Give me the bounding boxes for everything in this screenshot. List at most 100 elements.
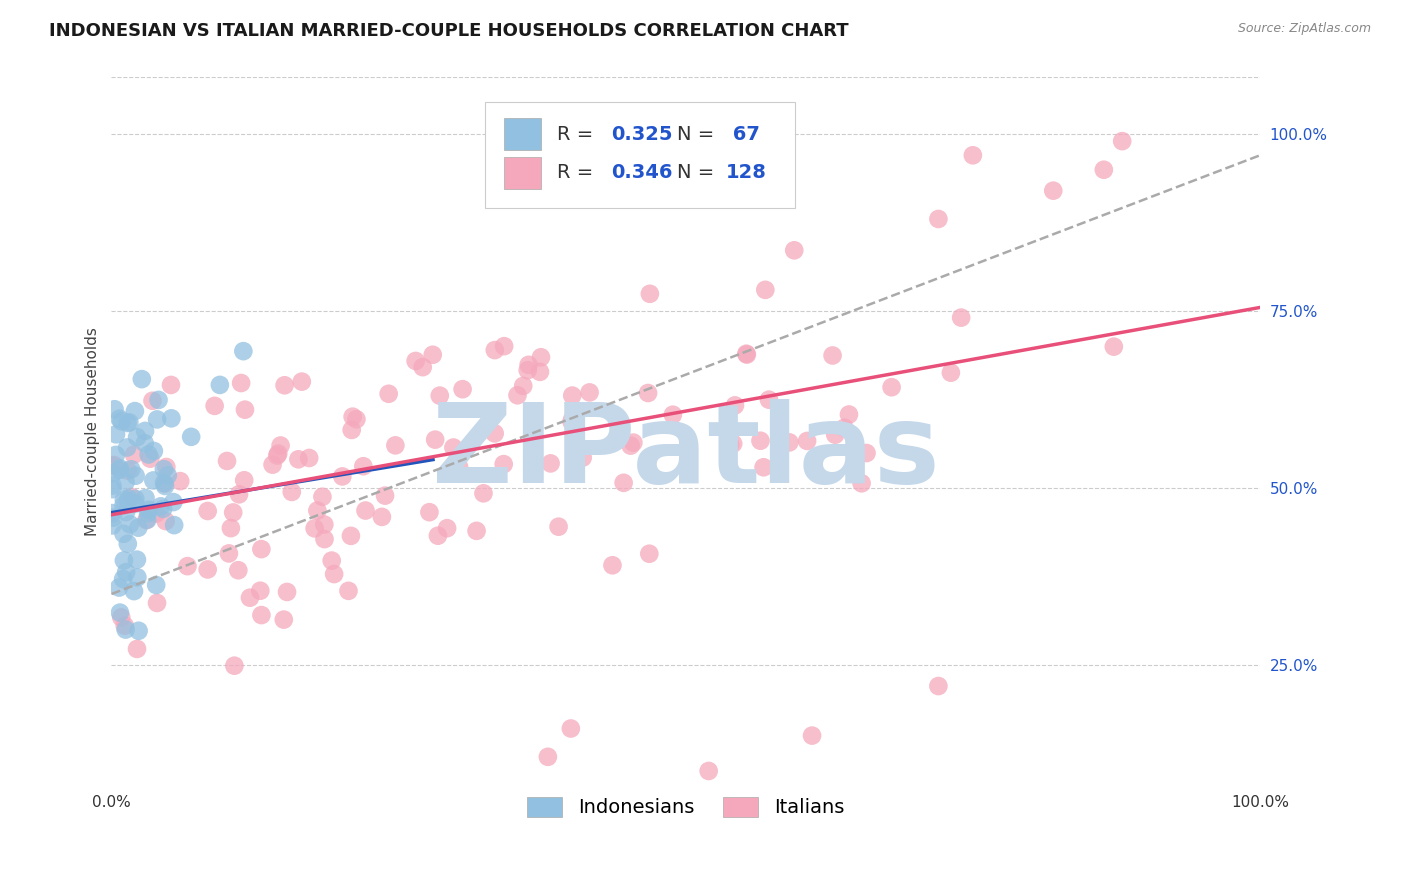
Point xyxy=(384,438,406,452)
Point xyxy=(117,464,139,478)
Point xyxy=(233,402,256,417)
Point xyxy=(927,211,949,226)
Point xyxy=(120,462,142,476)
Point xyxy=(613,475,636,490)
Point xyxy=(155,514,177,528)
Point xyxy=(778,435,800,450)
Point xyxy=(1092,162,1115,177)
Point xyxy=(298,450,321,465)
Point xyxy=(115,441,138,455)
Point xyxy=(138,503,160,517)
Point xyxy=(537,749,560,764)
Point xyxy=(105,427,128,442)
Point xyxy=(124,491,146,506)
Point xyxy=(148,392,170,407)
Point xyxy=(112,492,135,507)
Point xyxy=(346,412,368,426)
Point xyxy=(124,404,146,418)
Point xyxy=(145,578,167,592)
Text: N =: N = xyxy=(676,163,714,183)
Point xyxy=(125,552,148,566)
Point xyxy=(422,348,444,362)
Point xyxy=(637,386,659,401)
Point xyxy=(927,679,949,693)
Point xyxy=(426,529,449,543)
Point xyxy=(352,459,374,474)
Point xyxy=(134,436,156,450)
Point xyxy=(1102,340,1125,354)
Point xyxy=(112,526,135,541)
Point xyxy=(250,542,273,557)
Point xyxy=(561,388,583,402)
Legend: Indonesians, Italians: Indonesians, Italians xyxy=(519,789,852,825)
Point xyxy=(131,372,153,386)
Point xyxy=(721,436,744,450)
Point xyxy=(266,449,288,463)
Point xyxy=(115,565,138,579)
Point xyxy=(122,584,145,599)
Point xyxy=(153,462,176,476)
Point xyxy=(838,408,860,422)
Point xyxy=(735,348,758,362)
Point xyxy=(114,618,136,632)
Text: 0.346: 0.346 xyxy=(612,163,672,183)
Point xyxy=(226,563,249,577)
Text: ZIPatlas: ZIPatlas xyxy=(432,399,939,506)
Point xyxy=(103,466,125,480)
Point xyxy=(330,469,353,483)
Point xyxy=(125,430,148,444)
Point xyxy=(146,412,169,426)
Point xyxy=(425,433,447,447)
Point xyxy=(120,490,142,504)
FancyBboxPatch shape xyxy=(485,103,794,209)
Point xyxy=(492,457,515,471)
Text: N =: N = xyxy=(676,125,714,144)
Point xyxy=(697,764,720,778)
Point xyxy=(103,510,125,524)
Point xyxy=(104,448,127,462)
Point xyxy=(108,411,131,425)
Point xyxy=(197,504,219,518)
Point xyxy=(540,456,562,470)
Bar xyxy=(505,157,541,189)
Point xyxy=(962,148,984,162)
Point xyxy=(281,485,304,500)
Point xyxy=(153,479,176,493)
Point xyxy=(162,495,184,509)
Point xyxy=(939,366,962,380)
Point xyxy=(224,658,246,673)
Point xyxy=(142,474,165,488)
Text: 0.325: 0.325 xyxy=(612,125,672,144)
Point xyxy=(662,408,685,422)
Point xyxy=(127,521,149,535)
Bar xyxy=(505,118,541,150)
Point xyxy=(228,487,250,501)
Point xyxy=(117,537,139,551)
Point xyxy=(465,524,488,538)
Point xyxy=(562,421,585,435)
Point xyxy=(124,497,146,511)
Point xyxy=(153,475,176,490)
Point xyxy=(880,380,903,394)
Point xyxy=(146,596,169,610)
Point xyxy=(512,379,534,393)
Point xyxy=(160,411,183,425)
Point xyxy=(620,439,643,453)
Point xyxy=(101,482,124,496)
Point xyxy=(136,513,159,527)
Point xyxy=(821,349,844,363)
Point xyxy=(530,351,553,365)
Point xyxy=(115,505,138,519)
Point xyxy=(239,591,262,605)
Text: 67: 67 xyxy=(725,125,759,144)
Point xyxy=(342,409,364,424)
Point xyxy=(337,583,360,598)
Point xyxy=(547,519,569,533)
Point xyxy=(377,386,399,401)
Point xyxy=(127,570,149,584)
Y-axis label: Married-couple Households: Married-couple Households xyxy=(86,326,100,536)
Point xyxy=(834,421,856,435)
Point xyxy=(152,502,174,516)
Point xyxy=(122,448,145,462)
Point xyxy=(219,521,242,535)
